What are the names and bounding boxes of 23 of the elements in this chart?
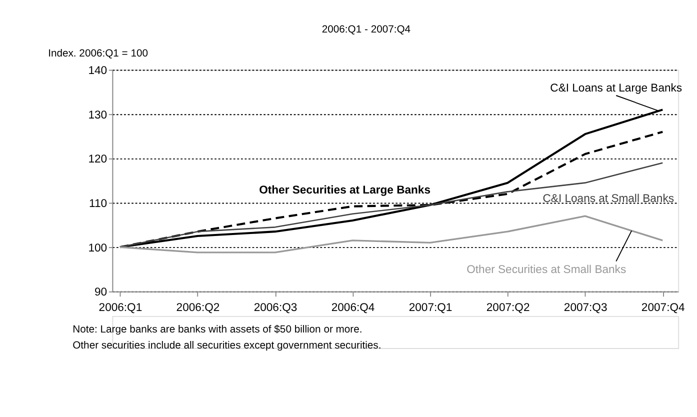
text: Other securities include all securities except government securities. — [72, 340, 382, 352]
x-tick-label: 2006:Q4 — [331, 302, 375, 314]
line-series — [119, 215, 664, 254]
text: C&I Loans at Large Banks — [550, 82, 682, 94]
series-label: Other Securities at Large Banks — [259, 184, 430, 196]
x-tick-label: 2007:Q1 — [408, 302, 452, 314]
x-tick-label: 2007:Q3 — [564, 302, 608, 314]
y-tick-label: 110 — [89, 198, 108, 210]
y-tick-label: 130 — [88, 109, 108, 122]
x-tick-label: 2007:Q4 — [641, 302, 685, 314]
text: Other Securities at Small Banks — [466, 264, 626, 276]
chart-title: 2006:Q1 - 2007:Q4 — [322, 24, 411, 36]
text: Note: Large banks are banks with assets of $50 billion or more. — [72, 324, 362, 336]
y-tick-label: 90 — [94, 286, 108, 299]
y-tick-label: 100 — [88, 242, 108, 254]
series-label: C&I Loans at Small Banks — [542, 193, 674, 206]
y-tick-label: 120 — [88, 154, 108, 166]
x-tick-label: 2006:Q3 — [254, 302, 298, 314]
x-tick-label: 2006:Q2 — [176, 302, 220, 314]
y-axis-title: Index. 2006:Q1 = 100 — [48, 48, 148, 60]
x-tick-label: 2006:Q1 — [98, 302, 142, 314]
x-tick-label: 2007:Q2 — [486, 302, 530, 314]
y-tick-label: 140 — [88, 65, 108, 78]
